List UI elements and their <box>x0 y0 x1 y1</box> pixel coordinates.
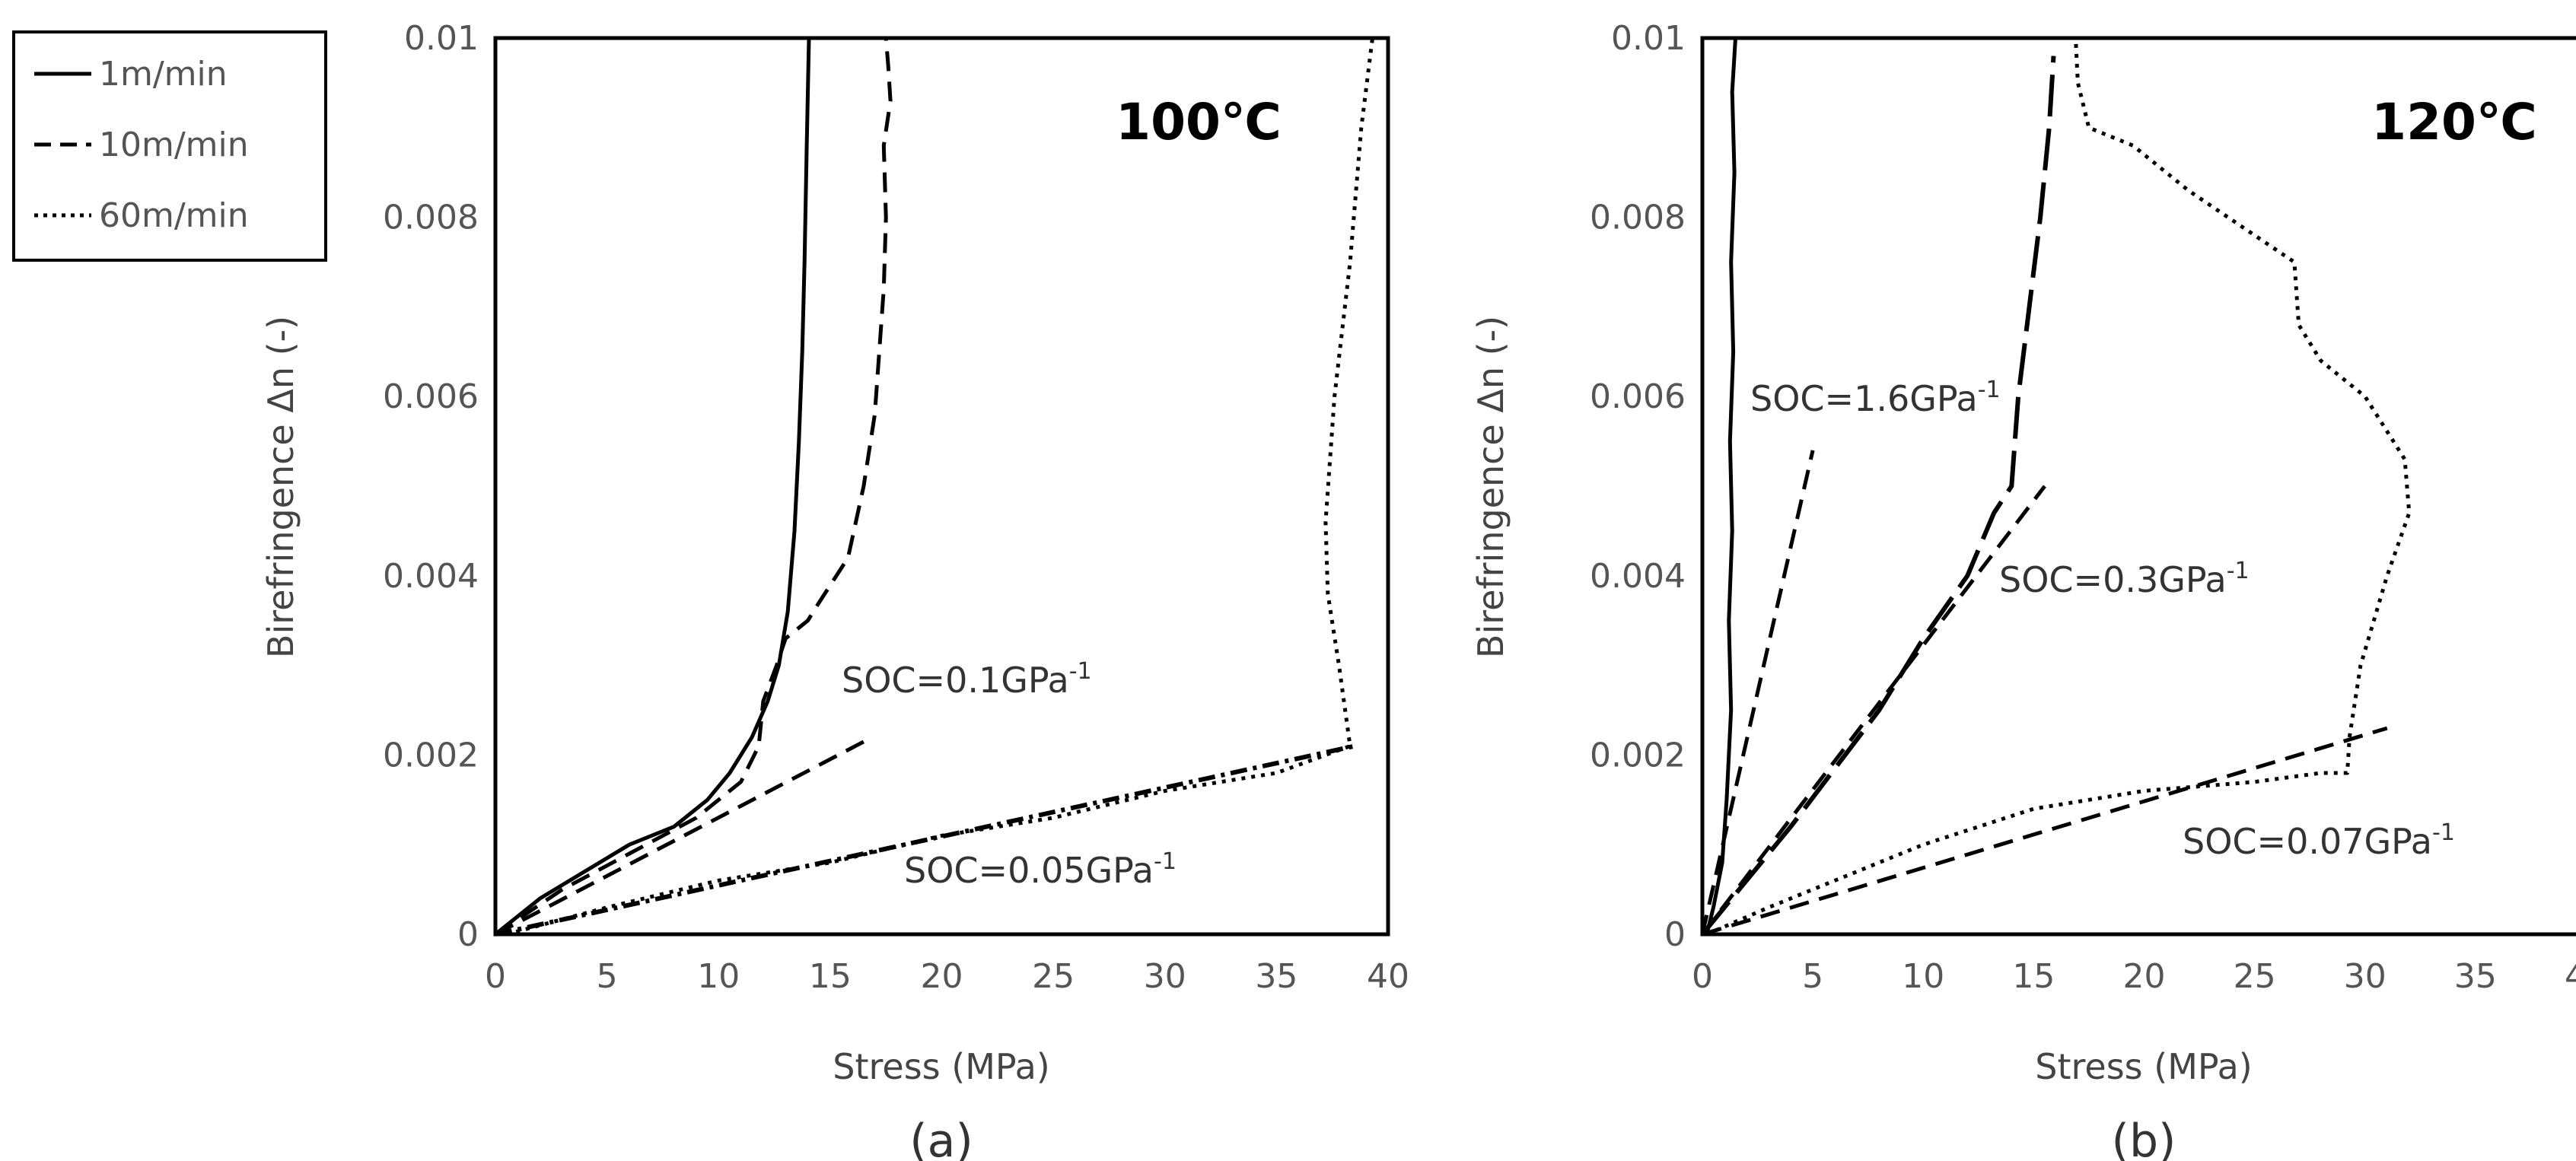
x-tick-label-a-2: 10 <box>697 957 740 996</box>
panel-label-a: (a) <box>909 1115 973 1161</box>
x-tick-label-a-8: 40 <box>1367 957 1409 996</box>
panel-a-series <box>494 37 1374 937</box>
plot-frame-a <box>493 36 1390 937</box>
x-tick-label-b-4: 20 <box>2123 957 2166 996</box>
x-tick-label-b-1: 5 <box>1802 957 1823 996</box>
x-tick-label-a-7: 35 <box>1255 957 1298 996</box>
legend-label-2: 10m/min <box>99 126 249 164</box>
x-axis-label-a: Stress (MPa) <box>833 1046 1049 1087</box>
series-a-0 <box>494 37 811 936</box>
y-tick-label-b-4: 0.008 <box>1590 199 1686 237</box>
soc-annotation-b-3-text: SOC=0.07GPa <box>2183 821 2432 862</box>
x-tick-label-a-0: 0 <box>485 957 506 996</box>
x-axis-label-b: Stress (MPa) <box>2035 1046 2252 1087</box>
x-tick-label-b-2: 10 <box>1902 957 1944 996</box>
y-axis-label-b: Birefringence Δn (-) <box>1470 316 1511 658</box>
panel-a-yticks: 0 0.002 0.004 0.006 0.008 0.01 <box>383 19 479 954</box>
series-b-5 <box>1702 726 2388 937</box>
panel-label-b: (b) <box>2112 1115 2176 1161</box>
legend-label-3: 60m/min <box>99 196 249 235</box>
y-tick-label-b-1: 0.002 <box>1590 736 1686 775</box>
x-tick-label-b-8: 40 <box>2565 957 2576 996</box>
soc-annotation-b-1-sup: -1 <box>1978 377 2001 403</box>
y-tick-label-a-0: 0 <box>457 915 479 954</box>
soc-annotation-b-2: SOC=0.3GPa-1 <box>1999 558 2250 600</box>
x-tick-label-a-1: 5 <box>597 957 618 996</box>
soc-annotation-a-2-text: SOC=0.05GPa <box>904 850 1154 891</box>
x-tick-label-b-3: 15 <box>2012 957 2055 996</box>
soc-annotation-b-1: SOC=1.6GPa-1 <box>1750 377 2001 419</box>
series-b-3 <box>1700 450 1815 935</box>
y-tick-label-a-3: 0.006 <box>383 377 479 416</box>
plot-frame-b <box>1700 36 2576 937</box>
soc-annotation-a-2-sup: -1 <box>1154 848 1177 875</box>
y-tick-label-a-5: 0.01 <box>404 19 479 58</box>
y-tick-label-b-5: 0.01 <box>1611 19 1686 58</box>
soc-annotation-a-2: SOC=0.05GPa-1 <box>904 848 1177 891</box>
y-tick-label-a-1: 0.002 <box>383 736 479 775</box>
panel-b-yticks: 0 0.002 0.004 0.006 0.008 0.01 <box>1590 19 1686 954</box>
legend-label-1: 1m/min <box>99 55 228 94</box>
y-tick-label-b-0: 0 <box>1664 915 1686 954</box>
y-tick-label-b-2: 0.004 <box>1590 557 1686 596</box>
series-a-4 <box>495 743 1355 937</box>
x-tick-label-a-4: 20 <box>921 957 963 996</box>
series-a-1 <box>494 37 893 937</box>
x-tick-label-a-3: 15 <box>809 957 852 996</box>
x-tick-label-b-7: 35 <box>2454 957 2497 996</box>
temperature-label-a: 100℃ <box>1116 93 1282 151</box>
soc-annotation-a-1-sup: -1 <box>1069 658 1092 685</box>
legend: 1m/min 10m/min 60m/min <box>12 30 327 262</box>
series-b-2 <box>1705 37 2412 937</box>
panel-a: 0 0.002 0.004 0.006 0.008 0.01 0 5 10 15 20 25 30 35… <box>260 19 1409 1161</box>
x-tick-label-a-6: 30 <box>1144 957 1186 996</box>
x-tick-label-a-5: 25 <box>1032 957 1075 996</box>
series-a-3 <box>494 735 874 937</box>
series-b-1 <box>1700 56 2056 936</box>
soc-annotation-b-3: SOC=0.07GPa-1 <box>2183 819 2455 862</box>
series-b-0 <box>1705 37 1737 935</box>
y-axis-label-a: Birefringence Δn (-) <box>260 316 301 658</box>
panel-b: 0 0.002 0.004 0.006 0.008 0.01 0 5 10 15 20 25 30 35… <box>1470 19 2576 1161</box>
panel-a-xticks: 0 5 10 15 20 25 30 35 40 <box>485 957 1409 996</box>
y-tick-label-a-4: 0.008 <box>383 199 479 237</box>
soc-annotation-a-1-text: SOC=0.1GPa <box>842 660 1069 701</box>
panel-b-series <box>1700 37 2412 937</box>
series-b-4 <box>1701 485 2046 936</box>
y-tick-label-a-2: 0.004 <box>383 557 479 596</box>
soc-annotation-b-3-sup: -1 <box>2432 819 2455 846</box>
temperature-label-b: 120℃ <box>2371 93 2537 151</box>
soc-annotation-b-1-text: SOC=1.6GPa <box>1750 378 1978 419</box>
panel-b-xticks: 0 5 10 15 20 25 30 35 40 <box>1692 957 2576 996</box>
x-tick-label-b-6: 30 <box>2344 957 2387 996</box>
series-a-2 <box>506 37 1374 937</box>
soc-annotation-b-2-text: SOC=0.3GPa <box>1999 559 2227 600</box>
x-tick-label-b-5: 25 <box>2234 957 2276 996</box>
x-tick-label-b-0: 0 <box>1692 957 1713 996</box>
soc-annotation-b-2-sup: -1 <box>2227 558 2250 584</box>
soc-annotation-a-1: SOC=0.1GPa-1 <box>842 658 1092 701</box>
y-tick-label-b-3: 0.006 <box>1590 377 1686 416</box>
